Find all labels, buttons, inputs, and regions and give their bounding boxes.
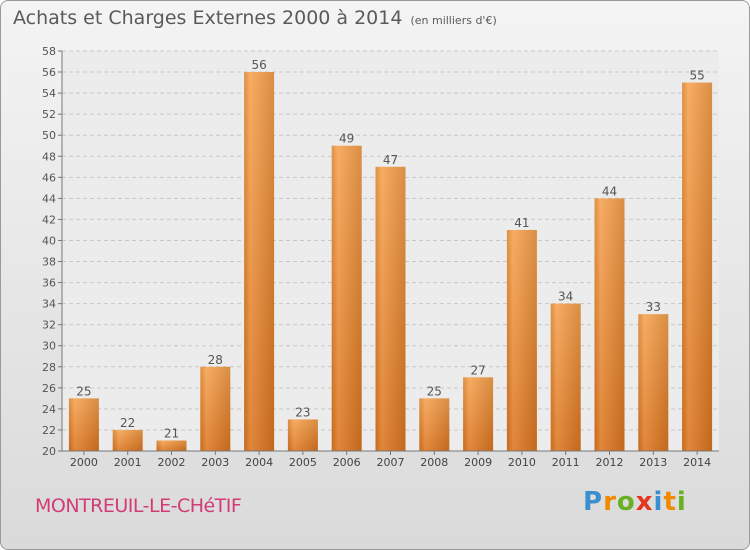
logo-letter: x — [635, 487, 654, 517]
x-tick-label: 2001 — [114, 456, 142, 469]
bar-shade — [331, 145, 362, 451]
x-tick-label: 2012 — [596, 456, 624, 469]
commune-name: MONTREUIL-LE-CHéTIF — [35, 495, 242, 517]
data-labels: 25 22 21 28 56 23 49 47 25 27 41 34 44 33 55 — [76, 58, 704, 440]
y-tick-label: 34 — [42, 298, 56, 311]
data-label: 25 — [427, 384, 442, 398]
chart-title: Achats et Charges Externes 2000 à 2014 — [13, 7, 403, 29]
data-label: 41 — [514, 216, 529, 230]
y-tick-label: 44 — [42, 192, 56, 205]
bar-shade — [638, 314, 669, 451]
bar-shade — [68, 398, 99, 451]
y-tick-label: 50 — [42, 129, 56, 142]
chart-unit: (en milliers d'€) — [410, 14, 497, 27]
logo-letter: r — [603, 487, 617, 517]
logo-letter: o — [616, 487, 636, 517]
y-tick-label: 38 — [42, 256, 56, 269]
bars — [68, 72, 713, 451]
chart-title-block: Achats et Charges Externes 2000 à 2014 (e… — [13, 7, 497, 29]
bar-shade — [550, 303, 581, 451]
data-label: 47 — [383, 153, 398, 167]
bar-shade — [287, 419, 318, 451]
x-tick-label: 2006 — [333, 456, 361, 469]
logo-letter: t — [663, 487, 677, 517]
data-label: 21 — [164, 426, 179, 440]
data-label: 56 — [251, 58, 266, 72]
data-label: 33 — [646, 300, 661, 314]
data-label: 27 — [470, 363, 485, 377]
y-tick-label: 56 — [42, 66, 56, 79]
x-tick-label: 2014 — [683, 456, 711, 469]
y-tick-label: 26 — [42, 382, 56, 395]
data-label: 25 — [76, 384, 91, 398]
y-tick-label: 20 — [42, 445, 56, 458]
y-tick-label: 52 — [42, 108, 56, 121]
bar-shade — [506, 229, 537, 451]
bar-shade — [156, 440, 187, 451]
bar-shade — [682, 82, 713, 451]
data-label: 23 — [295, 405, 310, 419]
y-tick-label: 42 — [42, 213, 56, 226]
y-tick-label: 36 — [42, 277, 56, 290]
x-tick-label: 2002 — [158, 456, 186, 469]
x-tick-label: 2011 — [552, 456, 580, 469]
y-tick-label: 28 — [42, 361, 56, 374]
bar-shade — [112, 429, 143, 451]
data-label: 34 — [558, 290, 573, 304]
logo-letter: i — [676, 487, 687, 517]
data-label: 49 — [339, 132, 354, 146]
data-label: 28 — [208, 353, 223, 367]
proxiti-logo: Proxiti — [583, 487, 687, 517]
x-tick-label: 2013 — [639, 456, 667, 469]
y-tick-label: 54 — [42, 87, 56, 100]
x-tick-label: 2010 — [508, 456, 536, 469]
bar-shade — [200, 366, 231, 451]
bar-shade — [594, 198, 625, 451]
y-tick-label: 40 — [42, 234, 56, 247]
y-tick-label: 30 — [42, 340, 56, 353]
data-label: 22 — [120, 416, 135, 430]
x-tick-label: 2007 — [377, 456, 405, 469]
data-label: 55 — [689, 69, 704, 83]
y-tick-label: 58 — [42, 45, 56, 58]
y-tick-label: 22 — [42, 424, 56, 437]
y-tick-label: 46 — [42, 171, 56, 184]
logo-letter: i — [653, 487, 664, 517]
x-tick-label: 2004 — [245, 456, 273, 469]
y-tick-label: 48 — [42, 150, 56, 163]
x-tick-label: 2000 — [70, 456, 98, 469]
x-tick-label: 2009 — [464, 456, 492, 469]
bar-shade — [463, 377, 494, 451]
x-tick-label: 2003 — [201, 456, 229, 469]
logo-letter: P — [583, 487, 604, 517]
y-tick-label: 24 — [42, 403, 56, 416]
data-label: 44 — [602, 184, 617, 198]
bar-shade — [244, 72, 275, 451]
x-tick-label: 2008 — [420, 456, 448, 469]
y-tick-label: 32 — [42, 319, 56, 332]
bar-shade — [375, 166, 406, 451]
x-axis: 2000 2001 2002 2003 2004 2005 2006 2007 2008 2009… — [62, 450, 719, 469]
bar-shade — [419, 398, 450, 451]
x-tick-label: 2005 — [289, 456, 317, 469]
y-axis: 20 22 24 26 28 30 32 34 36 38 40 42 44 46 48 50 52 54 56 58 — [42, 45, 63, 458]
